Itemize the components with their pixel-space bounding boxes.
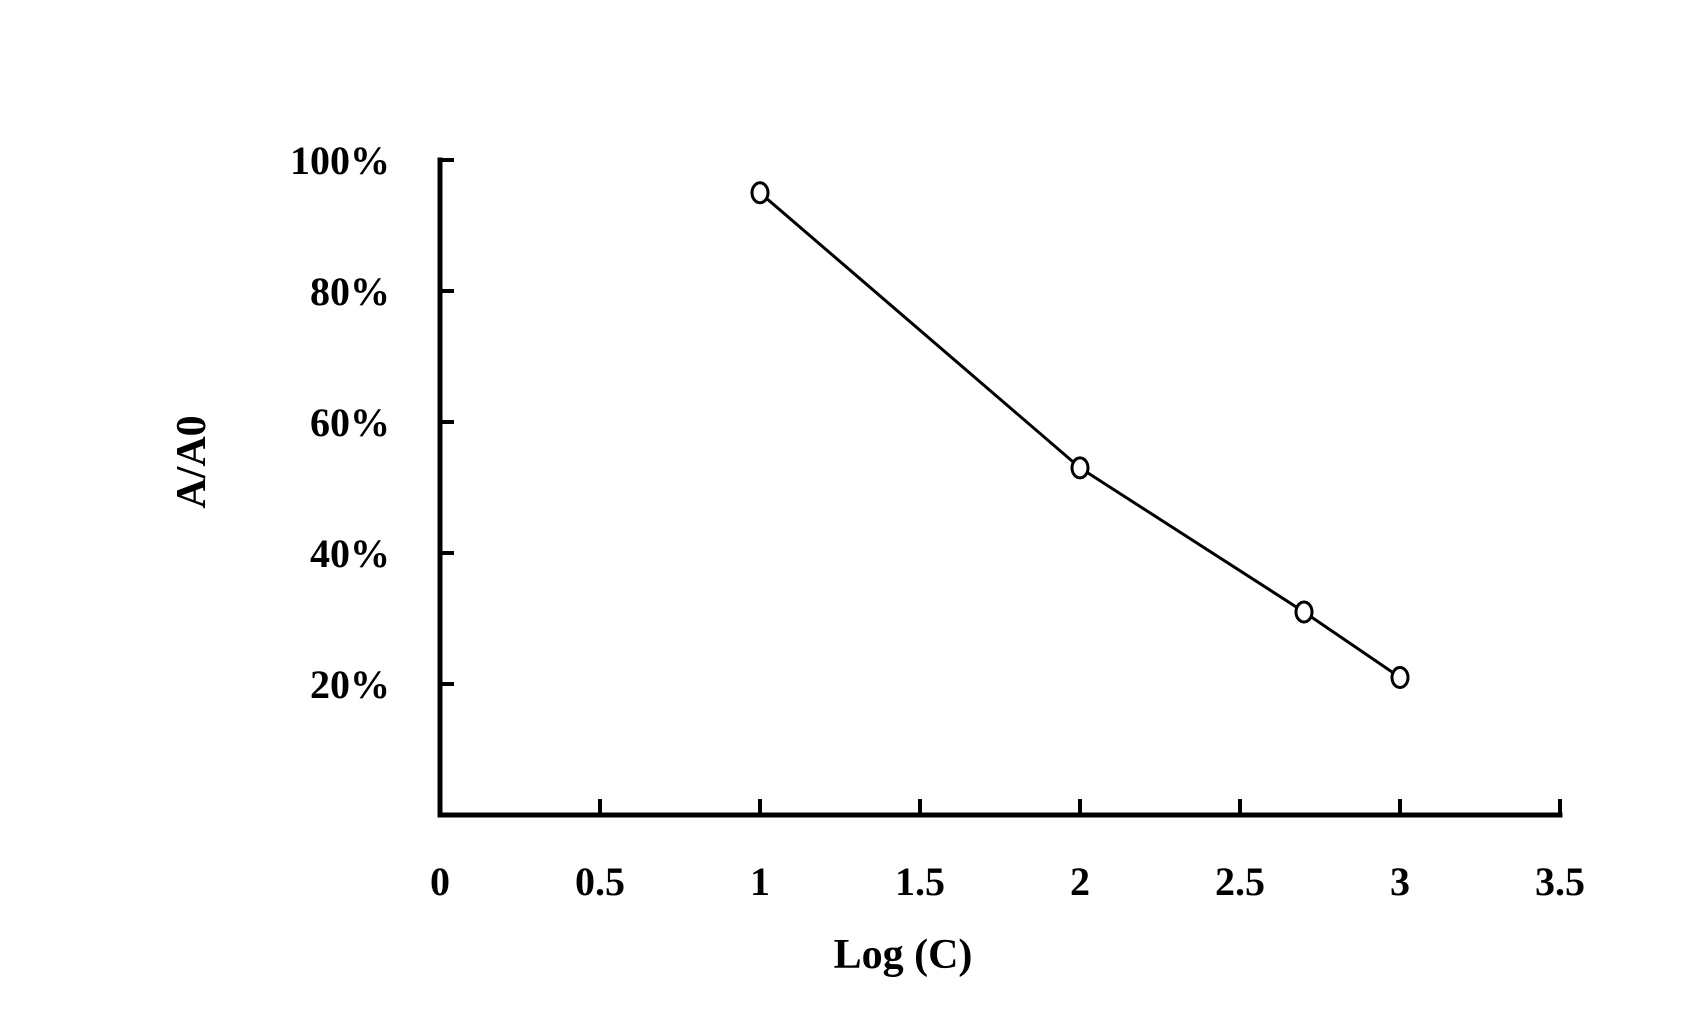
series-layer	[752, 183, 1408, 688]
data-point	[1296, 602, 1312, 622]
x-tick-label: 3.5	[1535, 859, 1585, 904]
x-tick-label: 2.5	[1215, 859, 1265, 904]
x-axis: 0 0.5 1 1.5 2 2.5 3 3.5	[430, 799, 1585, 904]
x-tick-label: 0.5	[575, 859, 625, 904]
y-tick-label: 100%	[290, 138, 390, 183]
x-tick-label: 3	[1390, 859, 1410, 904]
data-point	[752, 183, 768, 203]
y-tick-label: 60%	[310, 400, 390, 445]
y-tick-label: 20%	[310, 662, 390, 707]
x-tick-label: 1	[750, 859, 770, 904]
x-tick-label: 2	[1070, 859, 1090, 904]
x-tick-label: 0	[430, 859, 450, 904]
x-tick-label: 1.5	[895, 859, 945, 904]
y-axis-title: A/A0	[169, 415, 215, 508]
y-axis: 20% 40% 60% 80% 100%	[290, 138, 454, 815]
data-point	[1392, 667, 1408, 687]
y-tick-label: 40%	[310, 531, 390, 576]
y-tick-label: 80%	[310, 269, 390, 314]
x-axis-title: Log (C)	[834, 932, 973, 978]
data-point	[1072, 458, 1088, 478]
